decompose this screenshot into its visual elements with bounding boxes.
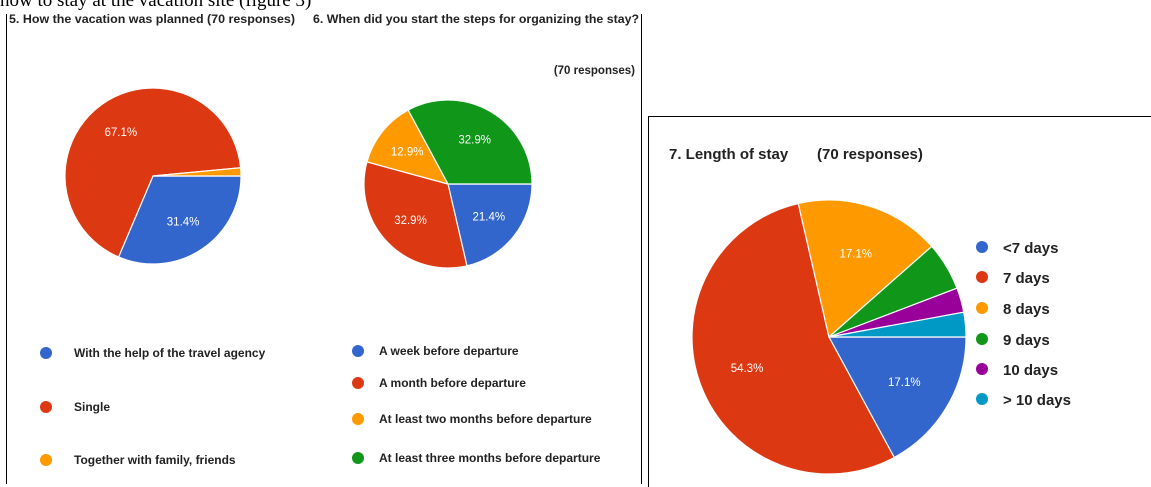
chart-6-legend-marker-3	[352, 452, 364, 464]
pie-value-label-7-1: 54.3%	[731, 363, 764, 375]
chart-7-legend-marker-2	[976, 302, 988, 314]
chart-5-legend-marker-0	[40, 347, 52, 359]
chart-panel-left: 5. How the vacation was planned (70 resp…	[6, 14, 642, 484]
chart-5-legend-label-2: Together with family, friends	[74, 453, 236, 467]
pie-value-label-5-0: 31.4%	[167, 217, 200, 229]
pie-slice-6-3	[407, 99, 533, 185]
pie-slice-6-0	[447, 183, 533, 267]
pie-value-label-6-1: 32.9%	[394, 215, 427, 227]
chart-5-legend-label-0: With the help of the travel agency	[74, 346, 266, 360]
chart-6-legend-marker-2	[352, 413, 364, 425]
chart-6-legend-label-3: At least three months before departure	[379, 451, 601, 465]
pie-value-label-7-0: 17.1%	[888, 377, 921, 389]
chart-7-legend-marker-3	[976, 333, 988, 345]
pie-slice-6-1	[363, 161, 468, 269]
chart-7-title: 7. Length of stay	[669, 146, 789, 163]
charts-5-6-svg: 5. How the vacation was planned (70 resp…	[9, 14, 639, 467]
chart-5-legend-marker-2	[40, 454, 52, 466]
chart-5-legend-marker-1	[40, 401, 52, 413]
chart-7-legend-marker-0	[976, 241, 988, 253]
chart-6-legend-label-1: A month before departure	[379, 376, 526, 390]
chart-6-legend-marker-0	[352, 345, 364, 357]
chart-7-legend-marker-1	[976, 271, 988, 283]
chart-7-legend-label-3: 9 days	[1003, 332, 1050, 349]
pie-slice-7-0	[827, 336, 967, 459]
pie-value-label-6-2: 12.9%	[391, 147, 424, 159]
chart-panel-right: 7. Length of stay (70 responses) 17.1% 54.3…	[648, 116, 1151, 487]
chart-7-legend-label-5: > 10 days	[1003, 392, 1071, 409]
chart-7-legend-marker-5	[976, 393, 988, 405]
chart-6-subtitle: (70 responses)	[554, 65, 635, 77]
pie-slice-7-1	[691, 202, 896, 475]
chart-6-title: 6. When did you start the steps for orga…	[313, 14, 639, 26]
chart-5-legend-label-1: Single	[74, 400, 110, 414]
pie-slice-5-1	[64, 87, 242, 258]
chart-7-legend-label-2: 8 days	[1003, 301, 1050, 318]
pie-slice-5-0	[117, 175, 242, 265]
pie-slice-7-5	[828, 311, 967, 338]
caption-fragment: how to stay at the vacation site (figure…	[0, 0, 312, 11]
pie-slice-5-2	[152, 167, 242, 177]
chart-7-legend-label-1: 7 days	[1003, 270, 1050, 287]
chart-7-legend-label-4: 10 days	[1003, 362, 1058, 379]
chart-6-legend-marker-1	[352, 377, 364, 389]
chart-7-legend-marker-4	[976, 363, 988, 375]
chart-7-svg: 7. Length of stay (70 responses) 17.1% 54.3…	[669, 146, 1071, 475]
pie-slice-7-2	[797, 199, 933, 339]
pie-value-label-6-0: 21.4%	[472, 211, 505, 223]
pie-value-label-7-2: 17.1%	[839, 249, 872, 261]
chart-5-title: 5. How the vacation was planned (70 resp…	[9, 14, 295, 26]
pie-slice-6-2	[366, 109, 450, 185]
pie-value-label-6-3: 32.9%	[458, 134, 491, 146]
chart-6-legend-label-2: At least two months before departure	[379, 412, 592, 426]
chart-7-subtitle: (70 responses)	[817, 146, 923, 163]
pie-value-label-5-1: 67.1%	[104, 127, 137, 139]
chart-6-legend-label-0: A week before departure	[379, 344, 519, 358]
chart-7-legend-label-0: <7 days	[1003, 240, 1058, 257]
